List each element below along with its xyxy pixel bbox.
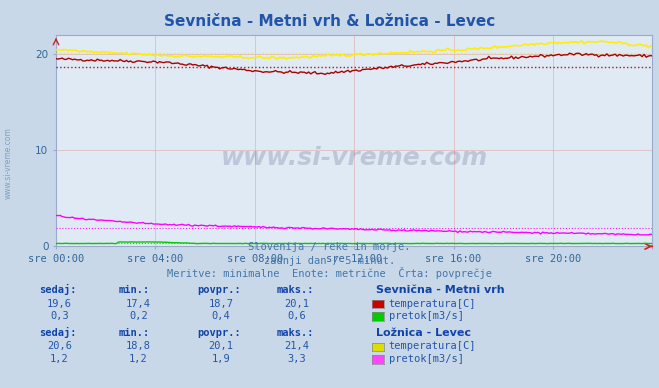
Text: 17,4: 17,4 — [126, 298, 151, 308]
Text: 0,2: 0,2 — [129, 311, 148, 321]
Text: pretok[m3/s]: pretok[m3/s] — [389, 353, 464, 364]
Text: maks.:: maks.: — [277, 327, 314, 338]
Text: 19,6: 19,6 — [47, 298, 72, 308]
Text: 18,8: 18,8 — [126, 341, 151, 351]
Text: Meritve: minimalne  Enote: metrične  Črta: povprečje: Meritve: minimalne Enote: metrične Črta:… — [167, 267, 492, 279]
Text: 20,1: 20,1 — [284, 298, 309, 308]
Text: min.:: min.: — [119, 285, 150, 295]
Text: Ložnica - Levec: Ložnica - Levec — [376, 327, 471, 338]
Text: 1,2: 1,2 — [129, 353, 148, 364]
Text: temperatura[C]: temperatura[C] — [389, 298, 476, 308]
Text: 21,4: 21,4 — [284, 341, 309, 351]
Text: pretok[m3/s]: pretok[m3/s] — [389, 311, 464, 321]
Text: www.si-vreme.com: www.si-vreme.com — [221, 146, 488, 170]
Text: 0,4: 0,4 — [212, 311, 230, 321]
Text: sedaj:: sedaj: — [40, 327, 77, 338]
Text: www.si-vreme.com: www.si-vreme.com — [4, 127, 13, 199]
Text: 3,3: 3,3 — [287, 353, 306, 364]
Text: temperatura[C]: temperatura[C] — [389, 341, 476, 351]
Text: 0,6: 0,6 — [287, 311, 306, 321]
Text: 1,2: 1,2 — [50, 353, 69, 364]
Text: 20,1: 20,1 — [208, 341, 233, 351]
Text: zadnji dan / 5 minut.: zadnji dan / 5 minut. — [264, 256, 395, 266]
Text: sedaj:: sedaj: — [40, 284, 77, 295]
Text: Slovenija / reke in morje.: Slovenija / reke in morje. — [248, 242, 411, 252]
Text: Sevnična - Metni vrh & Ložnica - Levec: Sevnična - Metni vrh & Ložnica - Levec — [164, 14, 495, 29]
Text: maks.:: maks.: — [277, 285, 314, 295]
Text: 1,9: 1,9 — [212, 353, 230, 364]
Text: 0,3: 0,3 — [50, 311, 69, 321]
Text: Sevnična - Metni vrh: Sevnična - Metni vrh — [376, 285, 504, 295]
Text: min.:: min.: — [119, 327, 150, 338]
Text: 18,7: 18,7 — [208, 298, 233, 308]
Text: 20,6: 20,6 — [47, 341, 72, 351]
Text: povpr.:: povpr.: — [198, 327, 241, 338]
Text: povpr.:: povpr.: — [198, 285, 241, 295]
